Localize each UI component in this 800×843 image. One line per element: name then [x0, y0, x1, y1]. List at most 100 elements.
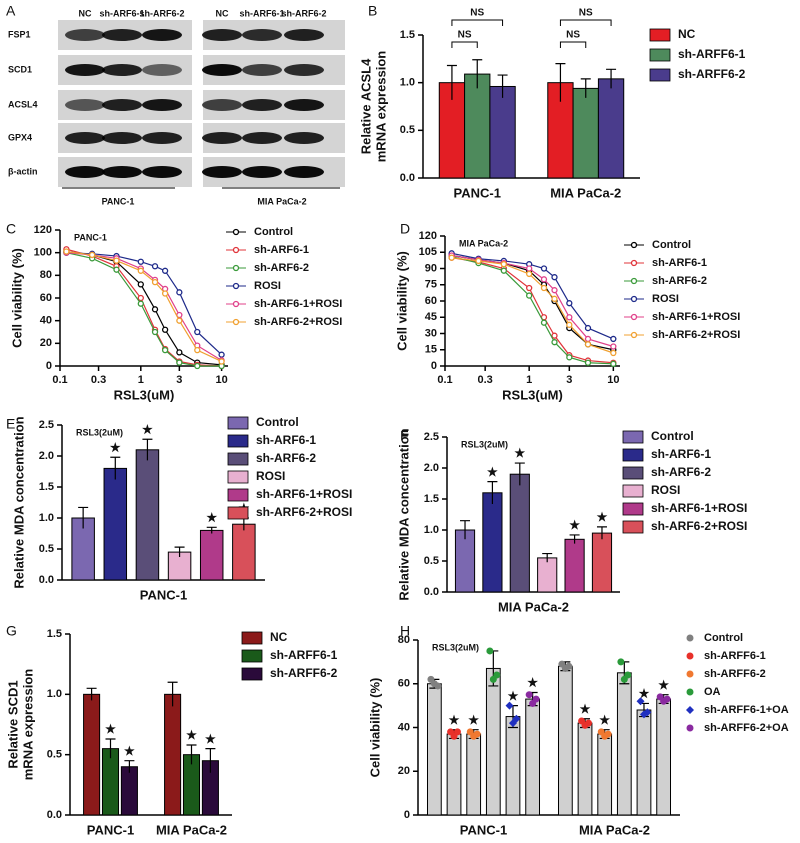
legend-swatch [649, 28, 671, 42]
lane-label: NC [79, 8, 92, 18]
legend-label: ROSI [254, 280, 281, 292]
point [137, 258, 144, 265]
panel-label: G [6, 623, 17, 639]
significance-label: ★ [580, 702, 591, 716]
y-tick-label: 80 [398, 634, 410, 646]
significance-label: ★ [597, 510, 608, 524]
point [151, 328, 159, 336]
point [540, 265, 548, 272]
significance-label: ★ [527, 676, 538, 690]
blot-band [102, 132, 142, 144]
point [526, 270, 533, 278]
y-tick-label: 30 [425, 327, 437, 339]
legend-label: sh-ARF6-2+ROSI [652, 329, 740, 341]
point [113, 257, 120, 264]
y-tick-label: 0.5 [47, 749, 62, 761]
error-bar [542, 552, 553, 563]
data-point [643, 708, 652, 717]
y-tick-label: 1.0 [400, 77, 415, 89]
comparison-bracket [559, 41, 587, 48]
bar [505, 716, 521, 816]
point [137, 300, 144, 307]
legend-swatch [227, 452, 249, 466]
panel-label: D [400, 221, 410, 237]
legend-marker [232, 318, 240, 326]
blot-band [284, 29, 324, 41]
y-tick-label: 60 [398, 678, 410, 690]
legend-label: Control [652, 239, 691, 251]
y-tick-label: 1.5 [39, 481, 54, 493]
y-tick-label: 100 [34, 247, 52, 259]
legend-label: sh-ARF6-2 [651, 465, 711, 479]
x-tick-label: MIA PaCa-2 [550, 185, 621, 200]
data-point [505, 701, 514, 710]
error-bar [205, 748, 216, 773]
y-tick-label: 0 [404, 809, 410, 821]
lane-label: sh-ARF6-2 [139, 8, 184, 18]
group-label: MIA PaCa-2 [257, 196, 306, 206]
point [551, 339, 558, 346]
legend-swatch [241, 667, 263, 681]
legend-label: sh-ARF6-1+ROSI [652, 311, 740, 323]
point [526, 292, 533, 299]
y-tick-label: 120 [34, 224, 52, 236]
y-tick-label: 60 [425, 295, 437, 307]
blot-band [202, 29, 242, 41]
panel-label: A [6, 3, 16, 19]
point [161, 290, 169, 297]
y-tick-label: 40 [398, 721, 410, 733]
curve [66, 252, 223, 356]
data-point [473, 730, 481, 738]
bar [537, 557, 558, 593]
blot-band [202, 132, 242, 144]
legend-swatch [227, 488, 249, 502]
legend-label: ROSI [256, 469, 285, 483]
x-tick-label: MIA PaCa-2 [498, 599, 569, 614]
point [566, 314, 573, 321]
significance-label: ★ [468, 713, 479, 727]
legend-label: sh-ARF6-2+ROSI [256, 505, 352, 519]
legend-label: sh-ARFF6-2 [678, 67, 746, 81]
error-bar [110, 456, 121, 480]
y-axis-label: Cell viability (%) [9, 248, 24, 348]
y-tick-label: 20 [40, 337, 52, 349]
error-bar [487, 481, 498, 504]
point [500, 261, 507, 268]
curve [451, 256, 614, 365]
x-axis-label: RSL3(uM) [114, 387, 175, 402]
point [151, 306, 159, 313]
error-bar [186, 744, 197, 765]
y-tick-label: 0.5 [400, 124, 415, 136]
point [161, 326, 169, 333]
point [610, 349, 617, 357]
data-point [512, 714, 521, 723]
legend-marker [630, 277, 638, 285]
significance-label: ★ [508, 689, 519, 703]
legend-swatch [622, 430, 644, 444]
y-axis-label: Cell viability (%) [394, 251, 409, 351]
point [584, 359, 592, 366]
legend-label: sh-ARF6-2 [254, 262, 309, 274]
bar [485, 667, 501, 816]
subtitle: RSL3(2uM) [461, 439, 508, 449]
point [176, 349, 183, 356]
y-tick-label: 1.5 [400, 29, 415, 41]
blot-band [65, 166, 105, 178]
legend-label: ROSI [651, 483, 680, 497]
point [161, 267, 169, 274]
y-tick-label: 0.0 [39, 574, 54, 586]
error-bar [105, 738, 116, 759]
point [610, 343, 617, 350]
data-point [565, 662, 573, 670]
error-bar [460, 520, 471, 540]
blot-band [65, 99, 105, 111]
x-tick-label: 0.3 [478, 374, 493, 386]
bar [572, 87, 599, 179]
blot-band [102, 166, 142, 178]
bar [564, 538, 585, 593]
bar [557, 665, 573, 816]
legend-marker [630, 241, 638, 249]
legend-swatch [227, 434, 249, 448]
panel-label: H [400, 623, 410, 639]
point [89, 251, 96, 259]
